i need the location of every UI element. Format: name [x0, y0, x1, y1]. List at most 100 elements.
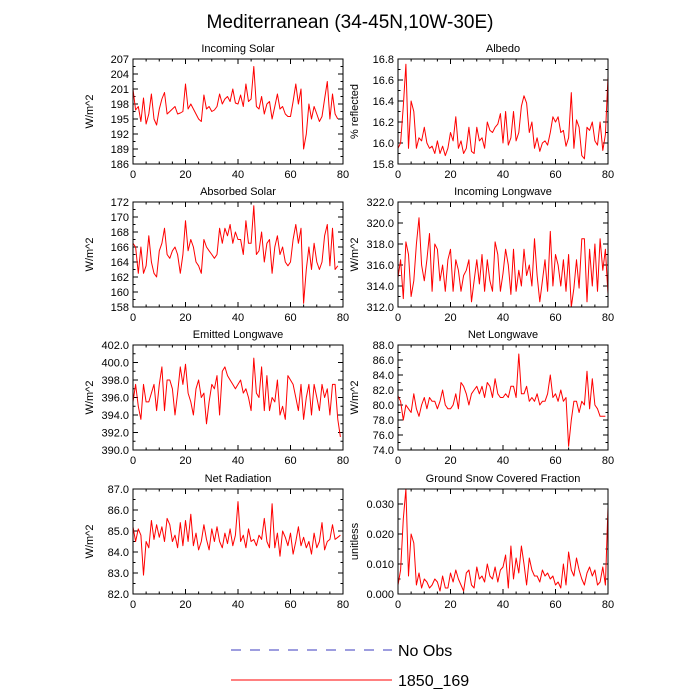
y-tick-label: 400.0	[101, 358, 129, 370]
x-tick-label: 40	[232, 312, 244, 324]
plot-frame	[132, 488, 344, 595]
series-line-1850-169	[132, 357, 341, 437]
plot-frame	[397, 58, 609, 165]
legend-label-no-obs: No Obs	[398, 643, 452, 660]
x-tick-label: 20	[444, 455, 456, 467]
y-tick-label: 16.0	[373, 138, 394, 150]
y-tick-label: 15.8	[373, 159, 394, 171]
plot-frame	[397, 201, 609, 308]
y-tick-label: 160	[111, 287, 129, 299]
x-tick-label: 80	[602, 599, 614, 611]
y-tick-label: 76.0	[373, 430, 394, 442]
x-tick-label: 40	[497, 599, 509, 611]
x-tick-label: 60	[549, 169, 561, 181]
x-tick-label: 60	[284, 312, 296, 324]
y-tick-label: 314.0	[366, 281, 394, 293]
series-line-1850-169	[397, 217, 609, 308]
y-tick-label: 204	[111, 69, 129, 81]
x-tick-label: 20	[444, 169, 456, 181]
panel-title: Absorbed Solar	[200, 186, 276, 198]
panel-6: Net Radiation W/m^2 0 20 40 60 80 82.0 83.0 84.0 8…	[84, 473, 349, 611]
x-tick-label: 80	[602, 169, 614, 181]
y-tick-label: 0.020	[366, 529, 394, 541]
x-tick-label: 80	[337, 599, 349, 611]
series-line-1850-169	[132, 205, 339, 304]
y-tick-label: 87.0	[108, 484, 129, 496]
y-tick-label: 201	[111, 84, 129, 96]
y-tick-label: 84.0	[373, 370, 394, 382]
y-tick-label: 316.0	[366, 260, 394, 272]
legend-label-1850-169: 1850_169	[398, 673, 469, 690]
x-tick-label: 20	[179, 599, 191, 611]
series-line-1850-169	[132, 66, 339, 150]
x-tick-label: 40	[497, 312, 509, 324]
figure-title: Mediterranean (34-45N,10W-30E)	[207, 12, 494, 33]
x-tick-label: 0	[395, 312, 401, 324]
x-tick-label: 0	[395, 599, 401, 611]
panel-title: Net Longwave	[468, 329, 538, 341]
panel-3: Incoming Longwave W/m^2 0 20 40 60 80 312.0 314.…	[349, 186, 614, 324]
y-axis-label: W/m^2	[84, 525, 96, 559]
y-tick-label: 394.0	[101, 410, 129, 422]
x-tick-label: 60	[549, 312, 561, 324]
y-tick-label: 16.2	[373, 117, 394, 129]
y-tick-label: 207	[111, 54, 129, 66]
series-line-1850-169	[397, 63, 609, 160]
y-tick-label: 84.0	[108, 547, 129, 559]
x-tick-label: 60	[549, 599, 561, 611]
x-tick-label: 80	[602, 455, 614, 467]
plot-frame	[132, 58, 344, 165]
y-tick-label: 82.0	[373, 385, 394, 397]
y-axis-label: W/m^2	[84, 95, 96, 129]
y-tick-label: 402.0	[101, 340, 129, 352]
y-tick-label: 186	[111, 159, 129, 171]
series-line-1850-169	[397, 488, 609, 592]
y-tick-label: 320.0	[366, 218, 394, 230]
y-tick-label: 198	[111, 99, 129, 111]
x-tick-label: 60	[549, 455, 561, 467]
legend: No Obs 1850_169	[231, 643, 469, 690]
x-tick-label: 20	[179, 312, 191, 324]
x-tick-label: 0	[130, 312, 136, 324]
x-tick-label: 0	[395, 455, 401, 467]
x-tick-label: 80	[602, 312, 614, 324]
y-tick-label: 398.0	[101, 375, 129, 387]
x-tick-label: 0	[130, 599, 136, 611]
x-tick-label: 60	[284, 455, 296, 467]
panel-7: Ground Snow Covered Fraction unitless 0 20 4…	[349, 473, 614, 611]
y-axis-label: W/m^2	[349, 381, 361, 415]
y-tick-label: 88.0	[373, 340, 394, 352]
y-tick-label: 390.0	[101, 445, 129, 457]
panel-5: Net Longwave W/m^2 0 20 40 60 80 74.0 76.0 78.0 80…	[349, 329, 614, 467]
panel-title: Albedo	[486, 43, 520, 55]
panel-title: Emitted Longwave	[193, 329, 284, 341]
panel-title: Ground Snow Covered Fraction	[426, 473, 581, 485]
plot-frame	[132, 344, 344, 451]
x-tick-label: 40	[497, 455, 509, 467]
y-tick-label: 85.0	[108, 526, 129, 538]
x-tick-label: 40	[497, 169, 509, 181]
y-tick-label: 396.0	[101, 393, 129, 405]
y-tick-label: 78.0	[373, 415, 394, 427]
panel-title: Incoming Longwave	[454, 186, 552, 198]
panel-4: Emitted Longwave W/m^2 0 20 40 60 80 390.0 392.0…	[84, 329, 349, 467]
series-line-1850-169	[397, 353, 606, 447]
y-tick-label: 86.0	[373, 355, 394, 367]
x-tick-label: 40	[232, 599, 244, 611]
y-tick-label: 0.000	[366, 589, 394, 601]
x-tick-label: 80	[337, 169, 349, 181]
x-tick-label: 20	[444, 312, 456, 324]
y-tick-label: 189	[111, 144, 129, 156]
y-tick-label: 392.0	[101, 428, 129, 440]
y-tick-label: 16.4	[373, 96, 394, 108]
plot-frame	[132, 201, 344, 308]
x-tick-label: 60	[284, 599, 296, 611]
y-tick-label: 168	[111, 227, 129, 239]
x-tick-label: 40	[232, 169, 244, 181]
x-tick-label: 80	[337, 312, 349, 324]
y-axis-label: unitless	[349, 522, 361, 560]
x-tick-label: 0	[130, 455, 136, 467]
x-tick-label: 20	[444, 599, 456, 611]
panel-2: Absorbed Solar W/m^2 0 20 40 60 80 158 160 162 164…	[84, 186, 349, 324]
